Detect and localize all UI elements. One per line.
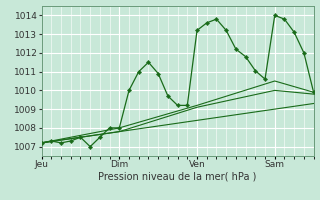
X-axis label: Pression niveau de la mer( hPa ): Pression niveau de la mer( hPa ) [99, 172, 257, 182]
